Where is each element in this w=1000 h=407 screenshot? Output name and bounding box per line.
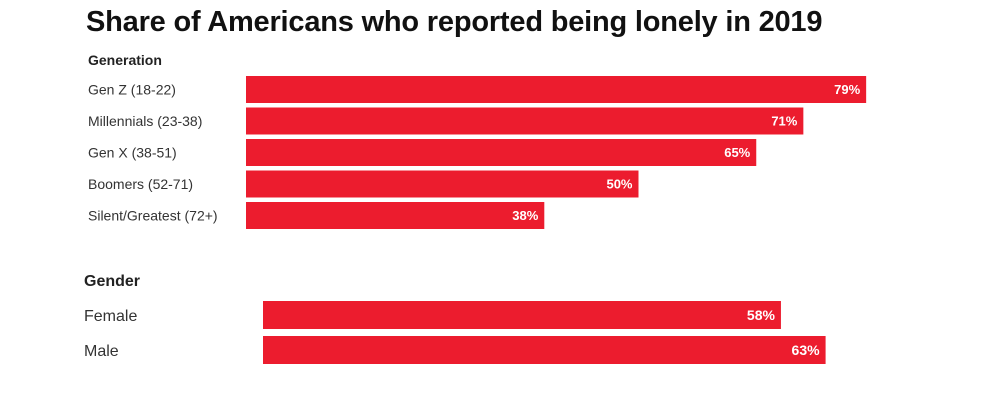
category-label-silent-greatest-72: Silent/Greatest (72+) — [88, 208, 218, 224]
category-label-boomers-52-71: Boomers (52-71) — [88, 176, 193, 192]
value-label-female: 58% — [747, 307, 776, 323]
generation-section-label: Generation — [88, 52, 162, 68]
generation-bars: Gen Z (18-22) 79% Millennials (23-38) 71% Ge… — [88, 76, 867, 229]
bar-boomers-52-71 — [246, 170, 639, 198]
bar-millennials-23-38 — [246, 107, 804, 135]
value-label-gen-z-18-22: 79% — [834, 82, 860, 97]
bar-gen-x-38-51 — [246, 139, 757, 166]
gender-section-label: Gender — [84, 273, 141, 290]
value-label-millennials-23-38: 71% — [771, 114, 797, 129]
bar-silent-greatest-72 — [246, 202, 545, 229]
value-label-male: 63% — [792, 342, 821, 358]
bar-gen-z-18-22 — [246, 76, 867, 103]
category-label-gen-z-18-22: Gen Z (18-22) — [88, 82, 176, 98]
category-label-millennials-23-38: Millennials (23-38) — [88, 113, 202, 129]
category-label-male: Male — [84, 343, 119, 360]
gender-bars: Female 58% Male 63% — [84, 301, 826, 364]
category-label-female: Female — [84, 308, 137, 325]
value-label-gen-x-38-51: 65% — [724, 145, 750, 160]
category-label-gen-x-38-51: Gen X (38-51) — [88, 145, 177, 161]
value-label-silent-greatest-72: 38% — [512, 208, 538, 223]
bar-male — [263, 336, 826, 364]
chart-title: Share of Americans who reported being lo… — [86, 6, 823, 38]
value-label-boomers-52-71: 50% — [606, 177, 632, 192]
bar-female — [263, 301, 781, 329]
